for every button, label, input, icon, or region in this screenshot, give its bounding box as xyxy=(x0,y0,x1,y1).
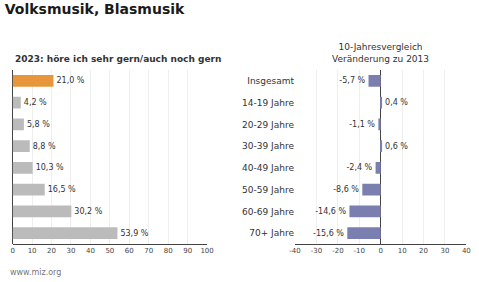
svg-text:Insgesamt: Insgesamt xyxy=(247,76,294,86)
svg-text:70: 70 xyxy=(144,247,153,255)
svg-text:-40: -40 xyxy=(289,247,300,255)
svg-text:0: 0 xyxy=(10,247,14,255)
svg-text:0,4 %: 0,4 % xyxy=(385,98,408,107)
svg-text:Volksmusik, Blasmusik: Volksmusik, Blasmusik xyxy=(5,1,185,17)
svg-text:-20: -20 xyxy=(332,247,343,255)
svg-text:-10: -10 xyxy=(354,247,365,255)
svg-text:4,2 %: 4,2 % xyxy=(24,98,47,107)
svg-text:-1,1 %: -1,1 % xyxy=(349,120,375,129)
svg-text:8,8 %: 8,8 % xyxy=(33,142,56,151)
svg-text:0: 0 xyxy=(378,247,382,255)
svg-text:40: 40 xyxy=(462,247,471,255)
svg-text:-5,7 %: -5,7 % xyxy=(339,76,365,85)
svg-text:80: 80 xyxy=(164,247,173,255)
svg-text:-30: -30 xyxy=(311,247,322,255)
svg-text:www.miz.org: www.miz.org xyxy=(10,268,61,277)
svg-text:70+ Jahre: 70+ Jahre xyxy=(249,228,294,238)
svg-text:10: 10 xyxy=(28,247,37,255)
svg-text:10-JahresvergleichVeränderung: 10-JahresvergleichVeränderung zu 2013 xyxy=(332,42,429,64)
svg-text:90: 90 xyxy=(183,247,192,255)
svg-text:100: 100 xyxy=(200,247,213,255)
svg-text:40: 40 xyxy=(86,247,95,255)
svg-text:53,9 %: 53,9 % xyxy=(120,229,148,238)
svg-text:30: 30 xyxy=(67,247,76,255)
svg-text:20: 20 xyxy=(47,247,56,255)
svg-text:5,8 %: 5,8 % xyxy=(27,120,50,129)
svg-text:40-49 Jahre: 40-49 Jahre xyxy=(242,163,294,173)
svg-text:30,2 %: 30,2 % xyxy=(74,207,102,216)
svg-text:50: 50 xyxy=(105,247,114,255)
svg-text:21,0 %: 21,0 % xyxy=(56,76,84,85)
svg-text:60-69 Jahre: 60-69 Jahre xyxy=(242,207,294,217)
svg-text:50-59 Jahre: 50-59 Jahre xyxy=(242,185,294,195)
svg-text:0,6 %: 0,6 % xyxy=(385,142,408,151)
svg-text:14-19 Jahre: 14-19 Jahre xyxy=(242,98,294,108)
svg-text:-8,6 %: -8,6 % xyxy=(333,185,359,194)
svg-text:20: 20 xyxy=(419,247,428,255)
svg-text:2023: höre ich sehr gern/auch: 2023: höre ich sehr gern/auch noch gern xyxy=(15,54,221,64)
svg-text:30: 30 xyxy=(440,247,449,255)
svg-text:16,5 %: 16,5 % xyxy=(48,185,76,194)
svg-text:60: 60 xyxy=(125,247,134,255)
svg-text:10: 10 xyxy=(398,247,407,255)
svg-text:-15,6 %: -15,6 % xyxy=(313,229,344,238)
svg-text:-2,4 %: -2,4 % xyxy=(346,163,372,172)
svg-text:20-29 Jahre: 20-29 Jahre xyxy=(242,120,294,130)
svg-text:30-39 Jahre: 30-39 Jahre xyxy=(242,141,294,151)
svg-text:10,3 %: 10,3 % xyxy=(36,163,64,172)
svg-text:-14,6 %: -14,6 % xyxy=(315,207,346,216)
